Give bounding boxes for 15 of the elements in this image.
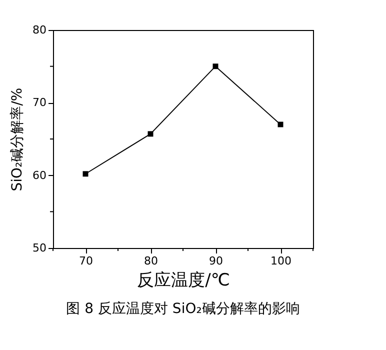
point <box>212 64 218 70</box>
x-tick-label: 70 <box>79 254 93 268</box>
x-axis-title: 反应温度/℃ <box>137 270 230 290</box>
x-tick-label: 100 <box>270 254 292 268</box>
point <box>82 171 88 177</box>
y-axis-title: SiO₂碱分解率/% <box>10 88 26 192</box>
x-tick-label: 90 <box>209 254 223 268</box>
y-tick-label: 60 <box>32 168 46 182</box>
y-tick-label: 80 <box>32 24 46 36</box>
x-tick-label: 80 <box>144 254 158 268</box>
point <box>148 131 154 137</box>
point <box>278 122 284 128</box>
y-tick-label: 70 <box>32 96 46 110</box>
y-tick-label: 50 <box>32 242 46 254</box>
caption: 图 8 反应温度对 SiO₂碱分解率的影响 <box>66 301 300 317</box>
